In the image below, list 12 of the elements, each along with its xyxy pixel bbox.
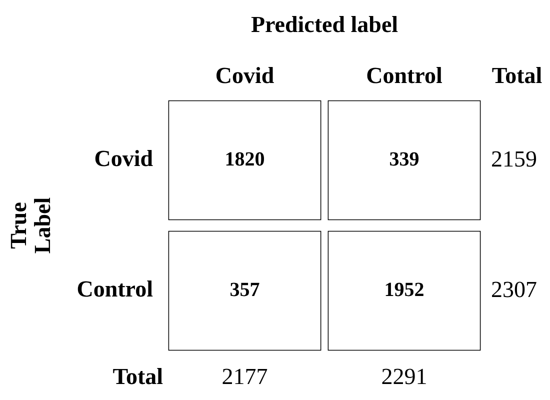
data-label: 357 <box>230 278 260 301</box>
text: 2291 <box>381 364 428 390</box>
text: 2177 <box>222 364 268 390</box>
data-label: 1952 <box>384 278 424 301</box>
text: Total <box>112 364 163 389</box>
data-label: 1820 <box>224 148 265 170</box>
y2-tick-label: 2307 <box>491 276 537 302</box>
x-axis-title: Predicted label <box>250 12 398 37</box>
y2-tick-label: 2159 <box>491 146 537 172</box>
text: Total <box>492 62 542 88</box>
y-axis-title: True Label <box>6 197 55 254</box>
data-label: 339 <box>389 148 420 170</box>
